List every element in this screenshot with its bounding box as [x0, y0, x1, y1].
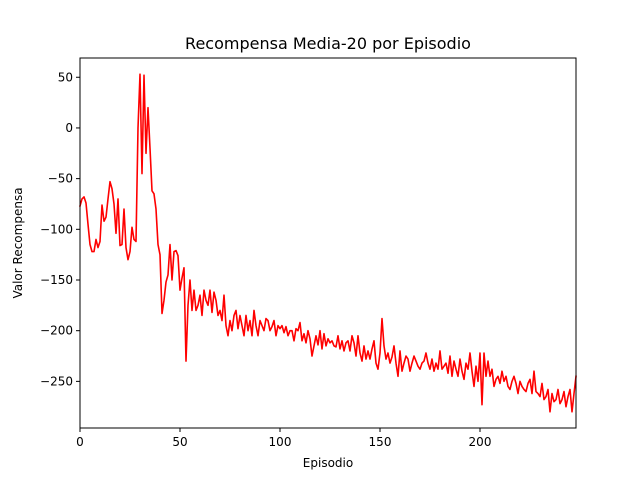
x-tick-label: 150 — [369, 435, 392, 449]
x-axis: 0 50 100 150 200 — [76, 428, 491, 449]
x-axis-label: Episodio — [303, 456, 353, 470]
chart-title: Recompensa Media-20 por Episodio — [185, 34, 471, 53]
series-line-0 — [79, 73, 577, 413]
plot-frame — [79, 57, 577, 429]
y-tick-label: −100 — [40, 222, 73, 236]
y-axis: −250 −200 −150 −100 −50 0 50 — [40, 70, 80, 388]
y-tick-label: −250 — [40, 374, 73, 388]
x-tick-label: 50 — [172, 435, 187, 449]
x-tick-label: 0 — [76, 435, 84, 449]
y-tick-label: −50 — [48, 172, 73, 186]
x-tick-label: 200 — [469, 435, 492, 449]
y-tick-label: 0 — [65, 121, 73, 135]
y-tick-label: −200 — [40, 324, 73, 338]
y-tick-label: 50 — [58, 70, 73, 84]
x-tick-label: 100 — [269, 435, 292, 449]
y-axis-label: Valor Recompensa — [11, 187, 25, 298]
y-tick-label: −150 — [40, 273, 73, 287]
series-layer — [79, 73, 577, 413]
